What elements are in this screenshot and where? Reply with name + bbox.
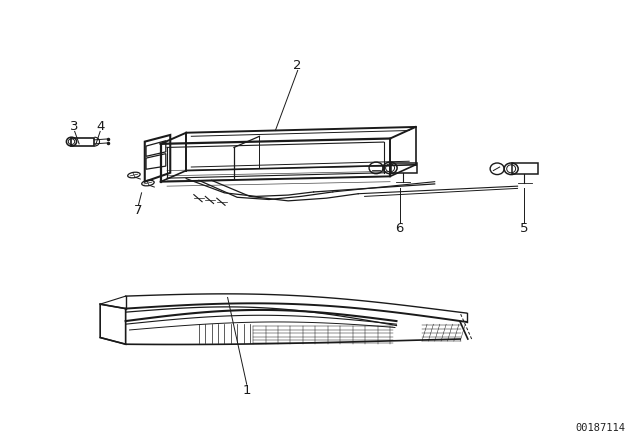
Text: 1: 1 [243,384,251,397]
Text: 3: 3 [70,120,79,133]
Text: 7: 7 [134,204,143,217]
Text: 6: 6 [396,222,404,235]
Text: 5: 5 [520,222,528,235]
Text: 4: 4 [96,120,104,133]
Text: 2: 2 [294,60,302,73]
Text: 00187114: 00187114 [576,423,626,433]
